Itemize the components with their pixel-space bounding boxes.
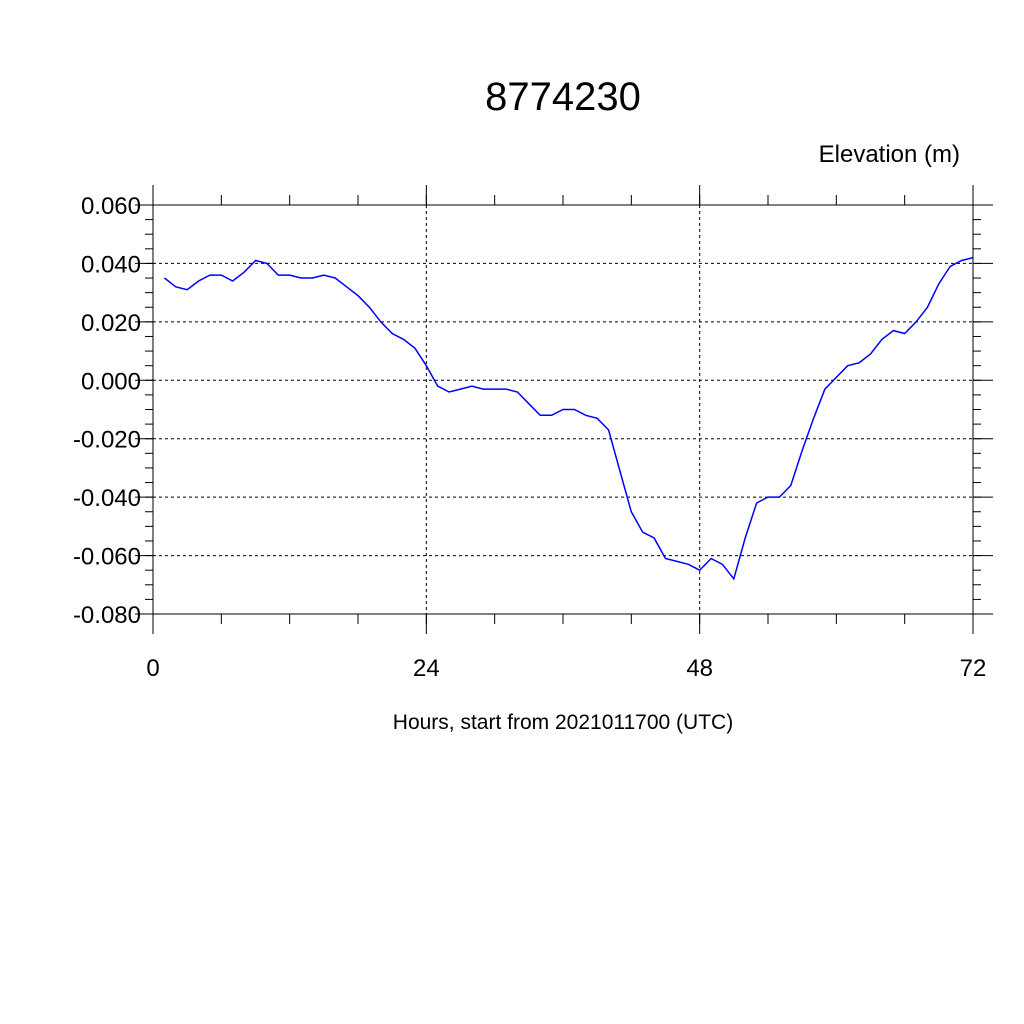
axis-ticks (135, 185, 993, 634)
x-tick-label: 72 (960, 655, 987, 682)
y-tick-label: 0.000 (81, 368, 141, 395)
x-tick-label: 24 (413, 655, 440, 682)
y-axis-label: Elevation (m) (819, 141, 960, 168)
x-tick-label: 48 (686, 655, 713, 682)
y-tick-label: -0.060 (73, 544, 141, 571)
x-axis-label: Hours, start from 2021011700 (UTC) (393, 711, 733, 734)
y-tick-label: 0.020 (81, 310, 141, 337)
elevation-series-line (163, 256, 974, 581)
y-tick-label: -0.020 (73, 427, 141, 454)
x-tick-label: 0 (146, 655, 159, 682)
y-tick-label: 0.060 (81, 193, 141, 220)
y-tick-label: -0.040 (73, 485, 141, 512)
y-tick-label: -0.080 (73, 602, 141, 629)
y-tick-label: 0.040 (81, 251, 141, 278)
x-tick-labels: 0 24 48 72 (146, 655, 986, 682)
chart-title: 8774230 (485, 75, 641, 119)
y-tick-labels: -0.080 -0.060 -0.040 -0.020 0.000 0.020 0.040 0… (73, 193, 141, 629)
plot-frame (152, 204, 974, 615)
